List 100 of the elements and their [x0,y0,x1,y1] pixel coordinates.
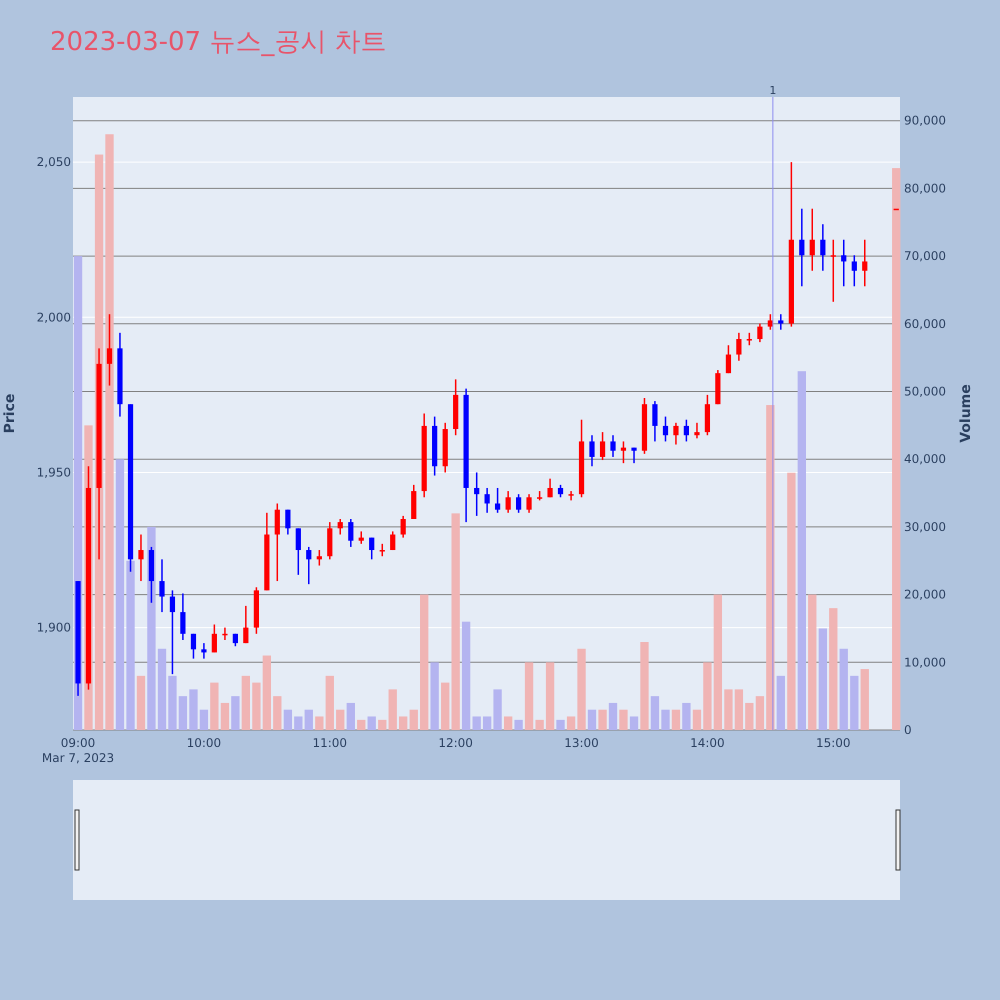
candlestick [558,484,564,498]
candlestick [306,546,312,585]
y-tick-label: 1,950 [36,465,71,480]
bar [892,168,900,730]
bar [368,716,376,730]
bar [787,472,796,730]
candlestick [106,313,112,386]
text: Mar 7, 2023 [42,751,114,765]
bar [189,689,198,730]
x-tick-label: 15:00 [816,736,851,750]
candlestick [726,344,732,374]
y2-tick-label: 10,000 [904,655,946,670]
candlestick [736,332,742,362]
x-tick-label: 11:00 [312,736,348,750]
candlestick [830,238,836,303]
candlestick [380,543,385,557]
candlestick [768,313,773,330]
bar [357,720,366,730]
annotation: 1 [769,84,776,97]
y2-tick-label: 20,000 [904,588,946,602]
candlestick [799,208,804,288]
bar [178,696,188,730]
candlestick [484,487,490,514]
bar [514,720,523,730]
bar [158,648,166,730]
candlestick [348,518,354,548]
candlestick [757,322,763,343]
bar [840,648,848,730]
bar [818,628,828,730]
candlestick [568,490,574,502]
candlestick [138,534,144,582]
bar [200,710,208,730]
y2-axis-title: Volume [958,384,974,443]
bar [441,682,450,730]
candlestick [610,434,616,458]
candlestick [369,536,374,560]
bar [136,676,146,730]
bar [598,710,607,730]
chart-title: 2023-03-07 뉴스_공시 차트 [50,27,387,57]
bar [451,513,460,730]
bar [504,716,512,730]
bar [672,710,680,730]
x-tick-label: 12:00 [438,736,473,750]
bar [168,676,177,730]
bar [661,710,670,730]
y2-tick-label: 50,000 [904,384,946,398]
y-tick-label: 2,000 [36,310,71,324]
bar [398,716,408,730]
bar [410,710,418,730]
candlestick [358,530,364,545]
candlestick [652,400,658,442]
candlestick [232,633,238,647]
candlestick [494,487,500,514]
bar [535,720,544,730]
bar [262,656,272,730]
candlestick [810,208,815,272]
bar [482,716,492,730]
bar [619,710,628,730]
bar [860,669,869,730]
candlestick [620,440,626,464]
candlestick [390,530,396,551]
bar [252,682,261,730]
candlestick [400,515,406,538]
candlestick [516,493,522,514]
bar [682,702,691,730]
candlestick [316,549,322,566]
x-tick-label: 13:00 [564,736,599,750]
candlestick [201,642,207,660]
bar [524,662,534,730]
bar [315,716,324,730]
candlestick [547,478,553,498]
candlestick [159,558,165,613]
candlestick [673,422,679,446]
y-axis-title: Price [2,394,18,434]
bar [798,371,806,730]
bar [692,710,702,730]
bar [210,682,219,730]
candlestick [662,416,668,442]
candlestick [338,518,343,536]
bar [242,676,250,730]
x-tick-label: 09:00 [60,736,96,750]
candlestick [296,528,301,576]
y2-tick-label: 30,000 [904,520,946,534]
candlestick [589,434,595,467]
bar [850,676,858,730]
bar [388,689,397,730]
bar [588,710,596,730]
y2-tick-label: 90,000 [904,114,946,128]
bar [703,662,712,730]
bar [105,134,114,730]
candlestick [222,626,228,641]
bar [273,696,282,730]
bar [336,710,344,730]
y2-tick-label: 0 [904,723,912,737]
candlestick [694,422,700,440]
candlestick [537,490,542,502]
bar [745,702,754,730]
candlestick [778,313,784,330]
candlestick [180,592,186,641]
y-tick-label: 2,050 [36,155,71,170]
